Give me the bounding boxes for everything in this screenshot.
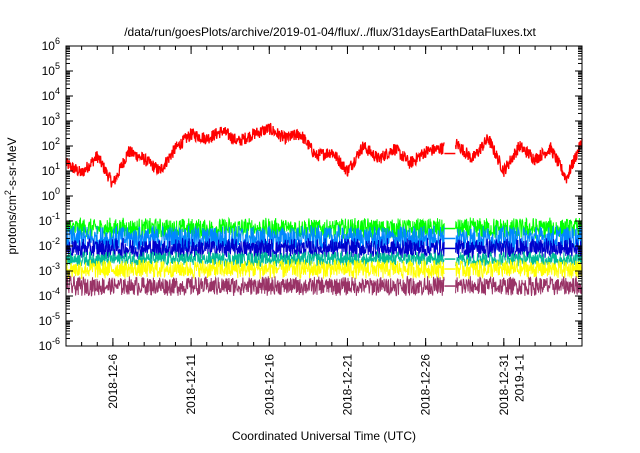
series-3-trace-a	[65, 237, 445, 260]
series-layer	[65, 122, 583, 297]
y-tick-label: 106	[42, 36, 60, 53]
x-tick-label: 2018-12-26	[419, 354, 433, 416]
y-tick-label: 100	[42, 186, 60, 203]
series-4-trace-a	[65, 249, 445, 269]
y-tick-label: 101	[42, 161, 60, 178]
series-1-trace-a	[65, 216, 445, 240]
chart-title: /data/run/goesPlots/archive/2019-01-04/f…	[124, 25, 536, 39]
series-3	[65, 237, 583, 260]
y-tick-label: 10-3	[39, 261, 60, 278]
y-axis: 10-6 10-5 10-4 10-3 10-2 10-1 100 101 102 103 104 1…	[39, 36, 582, 353]
series-5-trace-b	[455, 259, 583, 280]
plot-frame	[65, 45, 583, 347]
y-axis-label: protons/cm2-s-sr-MeV	[3, 137, 19, 254]
series-6-trace-b	[455, 276, 583, 297]
series-6	[65, 275, 583, 297]
y-tick-label: 10-2	[39, 236, 60, 253]
series-0-trace-b	[454, 134, 583, 184]
y-tick-label: 10-1	[39, 211, 60, 228]
series-0	[65, 122, 583, 188]
y-tick-label: 105	[42, 61, 60, 78]
y-tick-label: 104	[42, 86, 60, 103]
x-axis-label: Coordinated Universal Time (UTC)	[232, 429, 416, 443]
x-tick-label: 2018-12-21	[340, 354, 354, 416]
x-tick-label: 2019-1-1	[512, 354, 526, 402]
series-1-trace-b	[455, 216, 583, 240]
x-tick-label: 2018-12-11	[184, 354, 198, 415]
x-tick-label: 2018-12-6	[106, 354, 120, 409]
series-6-trace-a	[65, 275, 445, 297]
x-axis: 2018-12-6 2018-12-11 2018-12-16 2018-12-21 2…	[65, 46, 583, 416]
x-tick-label: 2018-12-31	[497, 354, 511, 416]
y-tick-label: 10-6	[39, 336, 60, 353]
x-tick-label: 2018-12-16	[262, 354, 276, 416]
series-0-trace-a	[65, 122, 445, 188]
y-tick-label: 10-5	[39, 311, 60, 328]
series-1	[65, 216, 583, 240]
y-tick-label: 10-4	[39, 286, 60, 303]
series-3-trace-b	[455, 237, 583, 259]
y-tick-label: 102	[42, 136, 60, 153]
y-tick-label: 103	[42, 111, 60, 128]
